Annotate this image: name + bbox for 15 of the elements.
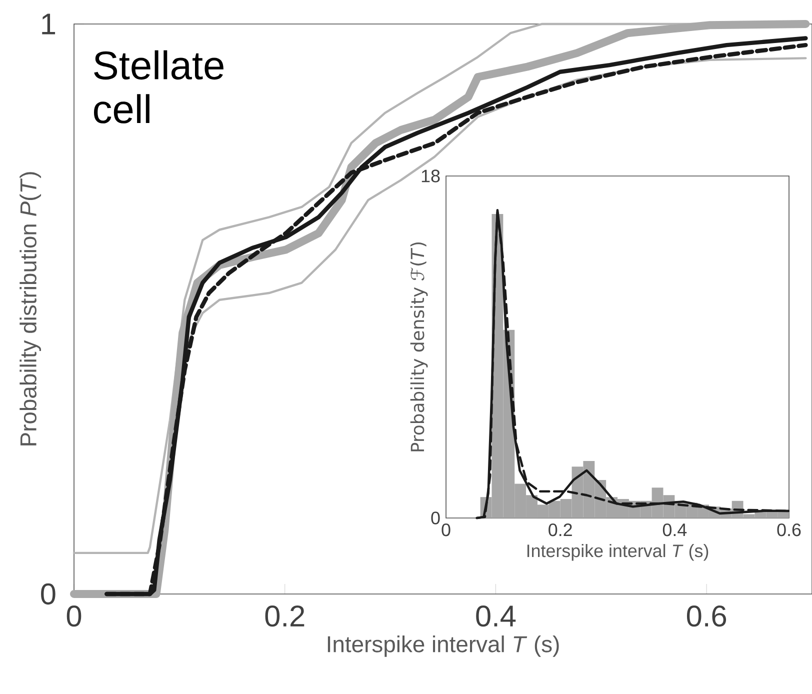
x-tick-label: 0.6 bbox=[777, 523, 801, 536]
y-axis-title: Probability density ℱ(T) bbox=[410, 242, 428, 452]
annotation: Stellate cell bbox=[94, 50, 224, 124]
x-tick-label: 0 bbox=[442, 523, 450, 536]
x-axis-title: Interspike interval T (s) bbox=[527, 544, 708, 561]
y-tick-label: 18 bbox=[422, 170, 440, 182]
x-tick-label: 0.6 bbox=[686, 606, 726, 627]
x-tick-label: 0 bbox=[66, 606, 82, 627]
x-tick-label: 0.2 bbox=[548, 523, 572, 536]
y-tick-label: 1 bbox=[42, 14, 56, 34]
x-axis-title: Interspike interval T (s) bbox=[328, 636, 559, 657]
y-axis-title: Probability distribution P(T) bbox=[20, 172, 42, 446]
x-tick-label: 0.2 bbox=[265, 606, 304, 627]
x-tick-label: 0.4 bbox=[662, 523, 687, 536]
x-tick-label: 0.4 bbox=[476, 606, 516, 627]
